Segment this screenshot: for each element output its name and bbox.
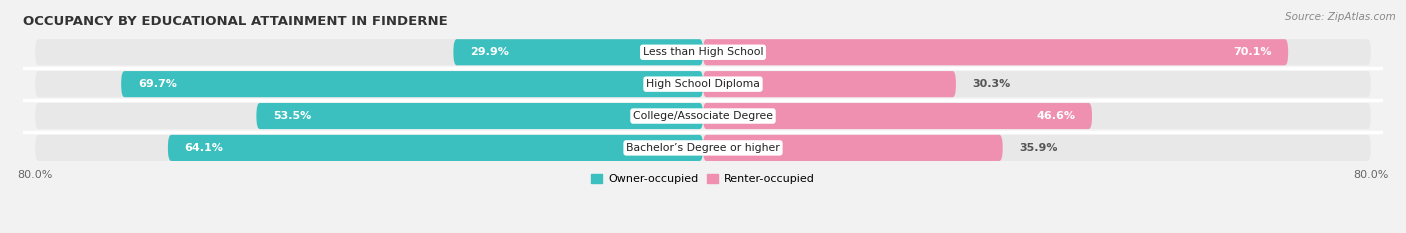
Text: 35.9%: 35.9% xyxy=(1019,143,1057,153)
FancyBboxPatch shape xyxy=(703,135,1002,161)
Text: 53.5%: 53.5% xyxy=(273,111,311,121)
FancyBboxPatch shape xyxy=(167,135,703,161)
Text: 69.7%: 69.7% xyxy=(138,79,177,89)
FancyBboxPatch shape xyxy=(35,135,1371,161)
Legend: Owner-occupied, Renter-occupied: Owner-occupied, Renter-occupied xyxy=(586,169,820,189)
FancyBboxPatch shape xyxy=(703,39,1288,65)
FancyBboxPatch shape xyxy=(703,103,1092,129)
Text: College/Associate Degree: College/Associate Degree xyxy=(633,111,773,121)
Text: 29.9%: 29.9% xyxy=(470,47,509,57)
Text: 30.3%: 30.3% xyxy=(973,79,1011,89)
Text: 46.6%: 46.6% xyxy=(1036,111,1076,121)
FancyBboxPatch shape xyxy=(35,39,1371,65)
FancyBboxPatch shape xyxy=(121,71,703,97)
FancyBboxPatch shape xyxy=(35,71,1371,97)
Text: Less than High School: Less than High School xyxy=(643,47,763,57)
FancyBboxPatch shape xyxy=(256,103,703,129)
Text: High School Diploma: High School Diploma xyxy=(647,79,759,89)
FancyBboxPatch shape xyxy=(453,39,703,65)
Text: Source: ZipAtlas.com: Source: ZipAtlas.com xyxy=(1285,12,1396,22)
Text: 70.1%: 70.1% xyxy=(1233,47,1271,57)
FancyBboxPatch shape xyxy=(703,71,956,97)
FancyBboxPatch shape xyxy=(35,103,1371,129)
Text: Bachelor’s Degree or higher: Bachelor’s Degree or higher xyxy=(626,143,780,153)
Text: OCCUPANCY BY EDUCATIONAL ATTAINMENT IN FINDERNE: OCCUPANCY BY EDUCATIONAL ATTAINMENT IN F… xyxy=(22,15,447,28)
Text: 64.1%: 64.1% xyxy=(184,143,224,153)
